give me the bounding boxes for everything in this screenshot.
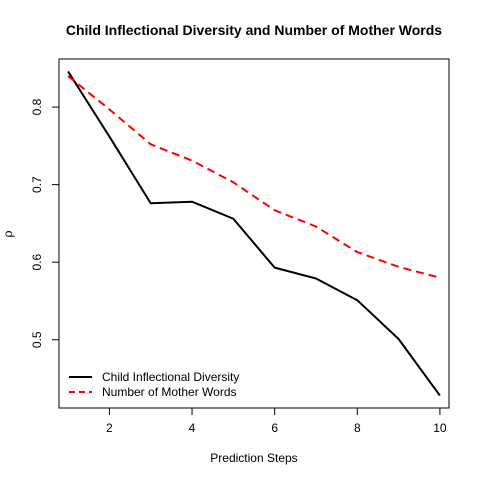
series-line-child-inflectional-diversity	[67, 70, 441, 397]
y-axis-label: ρ	[1, 230, 15, 237]
y-tick-label: 0.6	[30, 254, 44, 271]
chart-title: Child Inflectional Diversity and Number …	[66, 22, 442, 38]
x-tick-label: 8	[354, 421, 361, 435]
x-tick-label: 2	[106, 421, 113, 435]
legend-label: Number of Mother Words	[102, 385, 237, 399]
x-tick-label: 4	[189, 421, 196, 435]
plot-frame	[58, 58, 450, 409]
y-axis: 0.5 0.6 0.7 0.8	[30, 98, 59, 348]
x-tick-label: 10	[433, 421, 447, 435]
y-tick-label: 0.8	[30, 98, 44, 115]
legend-label: Child Inflectional Diversity	[102, 370, 239, 384]
y-tick-label: 0.7	[30, 176, 44, 193]
series-layer	[67, 70, 441, 397]
x-axis-label: Prediction Steps	[210, 451, 297, 465]
y-tick-label: 0.5	[30, 331, 44, 348]
x-tick-label: 6	[271, 421, 278, 435]
x-axis: 2 4 6 8 10	[106, 408, 447, 435]
series-line-number-of-mother-words	[67, 75, 441, 279]
